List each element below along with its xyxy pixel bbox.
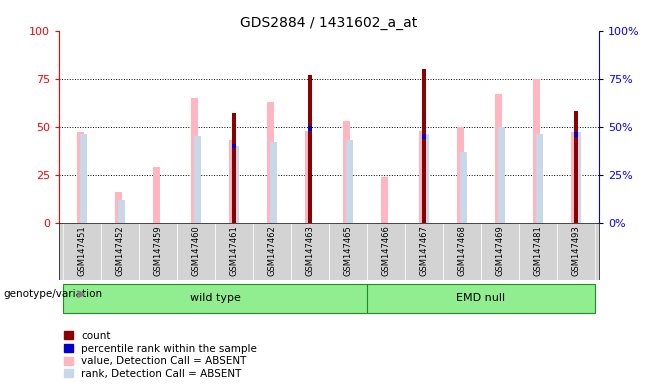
Text: GSM147463: GSM147463: [305, 226, 315, 276]
Bar: [574, 111, 578, 223]
Bar: [422, 134, 426, 139]
Bar: [232, 144, 236, 148]
Text: GSM147461: GSM147461: [230, 226, 238, 276]
Text: GSM147459: GSM147459: [153, 226, 163, 276]
Bar: [418, 131, 426, 223]
Bar: [519, 223, 557, 280]
Bar: [215, 223, 253, 280]
Bar: [153, 167, 159, 223]
Bar: [574, 132, 578, 137]
Bar: [557, 223, 595, 280]
Bar: [253, 223, 291, 280]
Bar: [574, 132, 581, 223]
Bar: [139, 223, 177, 280]
Bar: [405, 223, 443, 280]
Text: GSM147465: GSM147465: [343, 226, 353, 276]
Bar: [422, 134, 429, 223]
Bar: [329, 223, 367, 280]
Bar: [347, 140, 353, 223]
Bar: [343, 121, 349, 223]
Text: EMD null: EMD null: [457, 293, 505, 303]
Bar: [191, 98, 197, 223]
Bar: [570, 132, 578, 223]
Text: GSM147481: GSM147481: [534, 226, 542, 276]
Text: wild type: wild type: [190, 293, 240, 303]
Bar: [291, 223, 329, 280]
Bar: [114, 192, 122, 223]
Text: GSM147468: GSM147468: [457, 226, 467, 276]
Bar: [177, 223, 215, 280]
Bar: [461, 152, 467, 223]
Bar: [270, 142, 277, 223]
Bar: [422, 69, 426, 223]
Bar: [266, 102, 274, 223]
Bar: [63, 284, 367, 313]
Bar: [232, 113, 236, 223]
Bar: [101, 223, 139, 280]
Text: GSM147467: GSM147467: [420, 226, 428, 276]
Text: GSM147469: GSM147469: [495, 226, 505, 276]
Bar: [308, 126, 312, 131]
Bar: [481, 223, 519, 280]
Bar: [195, 136, 201, 223]
Bar: [533, 79, 540, 223]
Text: GSM147452: GSM147452: [116, 226, 124, 276]
Bar: [499, 127, 505, 223]
Bar: [308, 75, 312, 223]
Bar: [305, 131, 311, 223]
Bar: [457, 127, 463, 223]
Bar: [229, 140, 236, 223]
Text: GSM147466: GSM147466: [382, 226, 390, 276]
Text: GSM147451: GSM147451: [78, 226, 86, 276]
Text: GSM147462: GSM147462: [268, 226, 276, 276]
Bar: [118, 200, 125, 223]
Bar: [80, 134, 88, 223]
Title: GDS2884 / 1431602_a_at: GDS2884 / 1431602_a_at: [240, 16, 418, 30]
Bar: [77, 132, 84, 223]
Bar: [63, 223, 101, 280]
Text: GSM147460: GSM147460: [191, 226, 201, 276]
Bar: [367, 223, 405, 280]
Bar: [536, 134, 544, 223]
Text: GSM147493: GSM147493: [572, 226, 580, 276]
Legend: count, percentile rank within the sample, value, Detection Call = ABSENT, rank, : count, percentile rank within the sample…: [64, 331, 257, 379]
Bar: [367, 284, 595, 313]
Bar: [381, 177, 388, 223]
Bar: [232, 146, 240, 223]
Bar: [495, 94, 501, 223]
Text: genotype/variation: genotype/variation: [3, 289, 103, 299]
Bar: [443, 223, 481, 280]
